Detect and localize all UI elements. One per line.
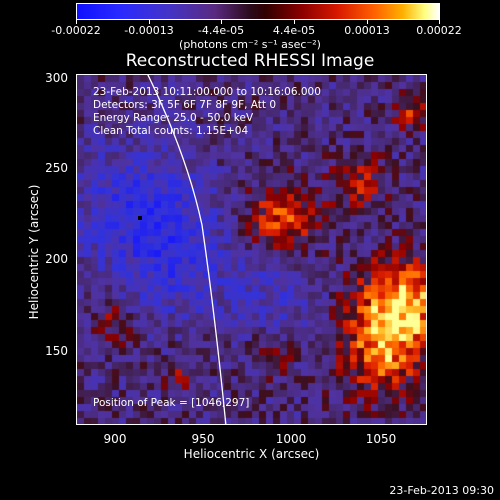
x-tick-label: 1000 <box>275 432 307 446</box>
info-detectors: Detectors: 3F 5F 6F 7F 8F 9F, Att 0 <box>93 99 277 111</box>
solar-limb-line <box>147 75 227 424</box>
info-peak: Position of Peak = [1046,297] <box>93 397 250 409</box>
colorbar-tick-label: -0.00022 <box>51 24 101 37</box>
x-tick-label: 950 <box>191 432 215 446</box>
image-plot <box>76 74 427 425</box>
colorbar-tick <box>439 19 440 24</box>
colorbar <box>76 3 440 20</box>
colorbar-tick <box>294 19 295 24</box>
x-tick-label: 1050 <box>365 432 397 446</box>
x-axis-label: Heliocentric X (arcsec) <box>183 447 320 461</box>
y-tick-label: 150 <box>45 344 68 358</box>
info-time-range: 23-Feb-2013 10:11:00.000 to 10:16:06.000 <box>93 86 321 98</box>
y-tick-label: 250 <box>45 161 68 175</box>
colorbar-tick-label: -4.4e-05 <box>197 24 245 37</box>
info-energy: Energy Range: 25.0 - 50.0 keV <box>93 112 254 124</box>
y-tick-label: 300 <box>45 71 68 85</box>
colorbar-tick <box>76 19 77 24</box>
colorbar-tick-label: -0.00013 <box>124 24 174 37</box>
colorbar-units: (photons cm⁻² s⁻¹ asec⁻²) <box>179 38 321 51</box>
colorbar-tick-label: 4.4e-05 <box>272 24 316 37</box>
peak-marker <box>138 216 142 220</box>
colorbar-tick <box>221 19 222 24</box>
limb-overlay <box>138 75 227 424</box>
info-clean: Clean Total counts: 1.15E+04 <box>93 125 249 137</box>
plot-title: Reconstructed RHESSI Image <box>125 51 375 71</box>
heatmap-image <box>77 75 426 424</box>
colorbar-tick-label: 0.00013 <box>344 24 390 37</box>
y-axis-label: Heliocentric Y (arcsec) <box>27 184 41 320</box>
x-tick-label: 900 <box>103 432 127 446</box>
colorbar-tick <box>367 19 368 24</box>
y-tick-label: 200 <box>45 252 68 266</box>
timestamp: 23-Feb-2013 09:30 <box>389 484 494 497</box>
colorbar-tick <box>149 19 150 24</box>
colorbar-tick-label: 0.00022 <box>416 24 462 37</box>
